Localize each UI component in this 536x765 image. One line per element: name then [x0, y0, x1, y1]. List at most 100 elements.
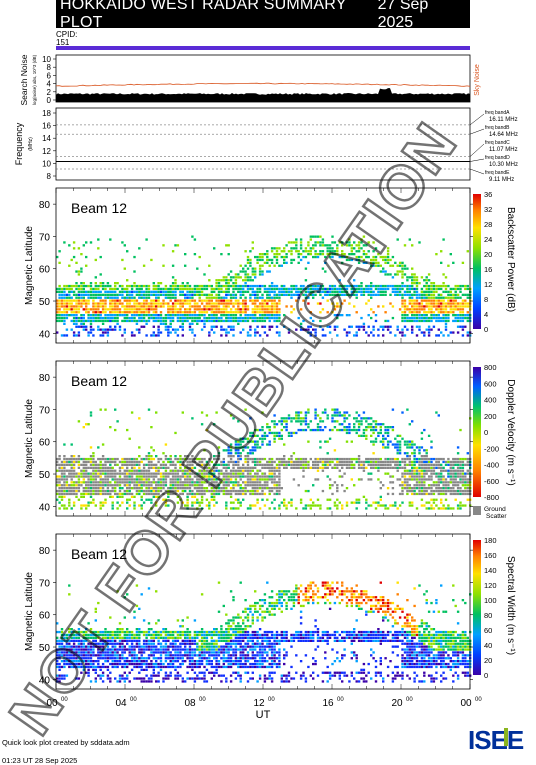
heatmap-cell [97, 470, 99, 472]
heatmap-cell [242, 493, 244, 495]
heatmap-cell [360, 420, 362, 422]
heatmap-cell [237, 285, 239, 287]
heatmap-cell [435, 320, 437, 322]
heatmap-cell [307, 411, 309, 413]
heatmap-cell [290, 432, 292, 434]
heatmap-cell [464, 504, 466, 506]
heatmap-cell [63, 311, 65, 313]
heatmap-cell [411, 294, 413, 296]
heatmap-cell [109, 458, 111, 460]
heatmap-cell [459, 475, 461, 477]
heatmap-cell [300, 259, 302, 261]
heatmap-cell [392, 429, 394, 431]
heatmap-cell [206, 308, 208, 310]
heatmap-cell [413, 470, 415, 472]
heatmap-cell [244, 273, 246, 275]
heatmap-cell [252, 467, 254, 469]
heatmap-cell [244, 285, 246, 287]
heatmap-cell [314, 236, 316, 238]
heatmap-cell [416, 302, 418, 304]
heatmap-cell [90, 288, 92, 290]
heatmap-cell [97, 446, 99, 448]
heatmap-cell [68, 300, 70, 302]
heatmap-cell [119, 291, 121, 293]
heatmap-cell [252, 247, 254, 249]
heatmap-cell [442, 458, 444, 460]
heatmap-cell [455, 484, 457, 486]
heatmap-cell [278, 493, 280, 495]
heatmap-cell [107, 294, 109, 296]
heatmap-cell [100, 475, 102, 477]
heatmap-cell [124, 481, 126, 483]
heatmap-cell [232, 305, 234, 307]
heatmap-cell [242, 490, 244, 492]
heatmap-cell [61, 496, 63, 498]
heatmap-cell [312, 464, 314, 466]
heatmap-cell [191, 329, 193, 331]
heatmap-cell [406, 314, 408, 316]
heatmap-cell [435, 458, 437, 460]
heatmap-cell [418, 458, 420, 460]
heatmap-cell [384, 504, 386, 506]
heatmap-cell [442, 493, 444, 495]
heatmap-cell [406, 285, 408, 287]
heatmap-cell [462, 481, 464, 483]
heatmap-cell [109, 493, 111, 495]
heatmap-cell [73, 294, 75, 296]
heatmap-cell [114, 291, 116, 293]
heatmap-cell [305, 504, 307, 506]
heatmap-cell [126, 314, 128, 316]
heatmap-cell [438, 297, 440, 299]
heatmap-cell [220, 314, 222, 316]
heatmap-cell [358, 329, 360, 331]
heatmap-cell [397, 507, 399, 509]
heatmap-cell [157, 317, 159, 319]
heatmap-cell [271, 262, 273, 264]
heatmap-cell [254, 493, 256, 495]
heatmap-cell [310, 253, 312, 255]
heatmap-cell [58, 305, 60, 307]
heatmap-cell [394, 461, 396, 463]
heatmap-cell [445, 291, 447, 293]
heatmap-cell [346, 417, 348, 419]
heatmap-cell [143, 490, 145, 492]
heatmap-cell [459, 502, 461, 504]
heatmap-cell [162, 288, 164, 290]
heatmap-cell [442, 300, 444, 302]
heatmap-cell [150, 302, 152, 304]
colorbar-tick-label: 28 [484, 220, 492, 229]
heatmap-cell [68, 504, 70, 506]
heatmap-cell [223, 291, 225, 293]
heatmap-cell [450, 464, 452, 466]
heatmap-cell [447, 507, 449, 509]
heatmap-cell [421, 470, 423, 472]
heatmap-cell [409, 470, 411, 472]
heatmap-cell [153, 294, 155, 296]
heatmap-cell [314, 417, 316, 419]
heatmap-cell [220, 308, 222, 310]
heatmap-cell [416, 279, 418, 281]
heatmap-cell [90, 490, 92, 492]
heatmap-cell [368, 426, 370, 428]
heatmap-cell [109, 481, 111, 483]
heatmap-cell [276, 458, 278, 460]
heatmap-cell [406, 279, 408, 281]
heatmap-cell [68, 288, 70, 290]
heatmap-cell [102, 502, 104, 504]
heatmap-cell [438, 294, 440, 296]
heatmap-cell [208, 308, 210, 310]
heatmap-cell [334, 449, 336, 451]
heatmap-cell [138, 461, 140, 463]
heatmap-cell [131, 317, 133, 319]
heatmap-cell [112, 302, 114, 304]
heatmap-cell [264, 305, 266, 307]
heatmap-cell [372, 329, 374, 331]
heatmap-cell [457, 326, 459, 328]
heatmap-cell [411, 285, 413, 287]
heatmap-cell [215, 314, 217, 316]
heatmap-cell [102, 493, 104, 495]
heatmap-cell [278, 487, 280, 489]
heatmap-cell [377, 334, 379, 336]
heatmap-cell [343, 458, 345, 460]
heatmap-cell [104, 409, 106, 411]
